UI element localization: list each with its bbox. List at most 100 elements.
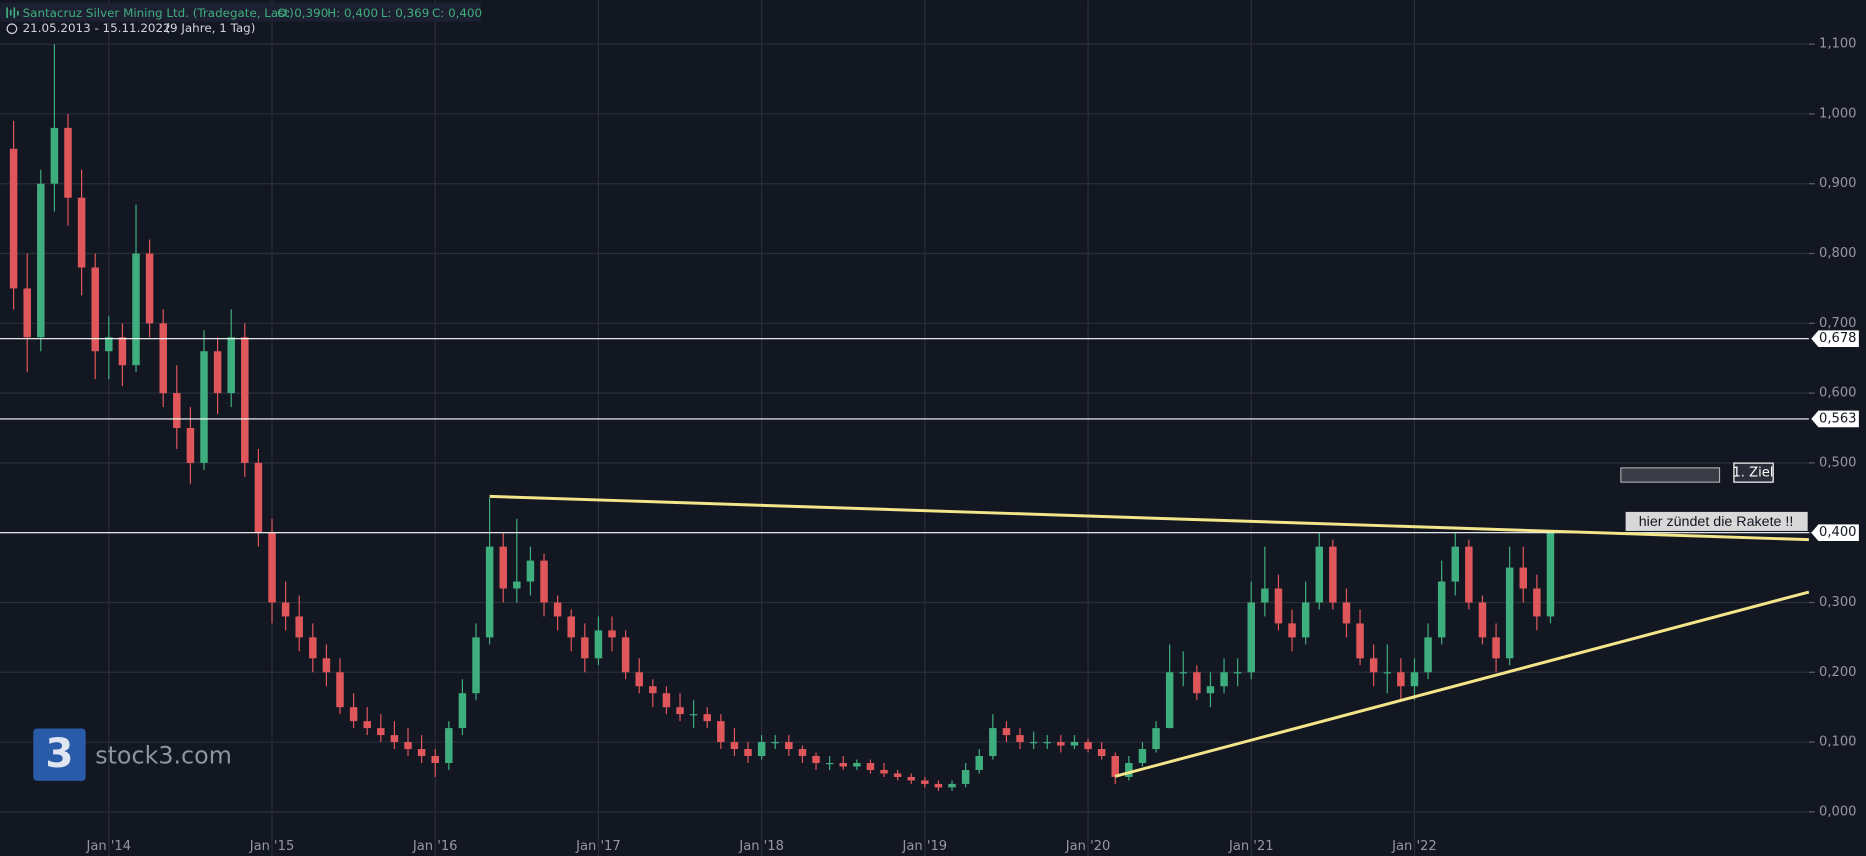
candle-body [1125,763,1133,777]
overlay: 0,678 0,563 0,400 1. Ziel hier zündet die Ra… [0,330,1859,778]
candle-body [472,637,480,694]
candle-body [1165,672,1174,729]
candle-body [1478,602,1487,638]
candle-body [1043,742,1051,744]
candle-body [703,714,711,722]
candle-body [118,337,127,366]
candle-body [1247,602,1255,673]
candle-body [567,616,575,638]
candle-body [744,749,752,757]
candle-body [1084,742,1092,750]
candle-body [9,148,18,289]
candle-body [662,693,671,708]
candle-body [975,756,983,770]
candle-body [77,197,86,268]
candle-body [336,672,344,708]
annotation-box [1733,462,1774,483]
candle-body [485,546,494,638]
candle-body [1057,742,1065,746]
y-tick-label: 0,900 [1819,176,1856,191]
annotation: 1. Ziel [1732,466,1773,481]
candle-body [445,728,453,764]
candle-body [839,763,847,767]
candle-body [853,763,861,767]
level-label: 0,563 [1819,411,1856,426]
candle-body [880,769,888,774]
candle-body [1206,686,1215,694]
candle-body [1002,728,1011,736]
candle-body [241,337,249,463]
level-label: 0,678 [1819,331,1856,346]
y-tick-label: 0,200 [1819,665,1856,680]
candle-body [1383,672,1391,674]
candle-body [635,672,643,687]
watermark: 3 stock3.com [33,728,232,781]
date-range: 21.05.2013 - 15.11.2022 [23,21,171,35]
candle-body [64,127,72,198]
y-tick-label: 1,000 [1819,106,1856,121]
candle-body [866,763,875,770]
candle-body [105,337,113,352]
candle-body [295,616,303,638]
watermark-text: stock3.com [95,742,232,770]
candle-body [594,630,603,659]
candle-body [1070,742,1079,746]
candle-body [1465,546,1473,603]
candle-body [893,773,902,777]
candle-body [186,428,195,463]
y-tick-label: 0,700 [1819,316,1856,331]
candle-body [417,749,426,757]
level-label: 0,400 [1819,525,1856,540]
trendline [489,494,1809,542]
level-label-box [1811,410,1859,428]
candle-body [553,602,562,617]
candle-body [1016,735,1024,743]
candle-body [227,337,235,394]
x-tick-label: Jan '22 [1391,839,1437,854]
clock-icon [6,23,18,35]
candle-body [363,721,371,729]
candle-body [771,742,779,744]
x-tick-label: Jan '17 [575,839,621,854]
candle-body [23,288,31,338]
candle-body [1233,672,1242,674]
ohlc: L: 0,369 [381,6,429,20]
axis-panel [1808,0,1866,856]
x-tick-label: Jan '14 [86,839,132,854]
icon [6,7,19,19]
candle-body [812,756,820,764]
x-tick-label: Jan '15 [249,839,295,854]
instrument-name: Santacruz Silver Mining Ltd. (Tradegate,… [23,6,294,20]
candle-body [907,776,915,781]
trendline [1114,590,1810,778]
candles [9,44,1555,791]
candle-body [825,763,834,765]
ohlc: O: 0,390 [277,6,328,20]
candle-body [349,707,358,722]
candle-body [50,127,59,184]
candle-body [1301,602,1310,638]
candle-body [254,462,263,533]
candle-body [1152,728,1160,750]
candle-body [1220,672,1228,687]
candle-body [458,693,467,729]
candle-body [1369,658,1378,673]
candle-body [1193,672,1201,694]
logo-box [33,728,86,781]
candle-body [1274,588,1283,624]
candle-body [1288,623,1296,638]
candle-body [1315,546,1323,603]
ohlc: C: 0,400 [432,6,482,20]
candle-body [948,783,956,788]
candle-body [1451,546,1460,582]
annotation: hier zündet die Rakete !! [1639,514,1794,530]
candle-body [159,323,167,394]
candle-body [961,769,970,784]
candle-body [1546,532,1555,617]
y-tick-label: 0,000 [1819,804,1856,819]
annotation-box [1625,511,1808,531]
x-tick-label: Jan '21 [1228,839,1274,854]
candle-body [1492,637,1500,659]
